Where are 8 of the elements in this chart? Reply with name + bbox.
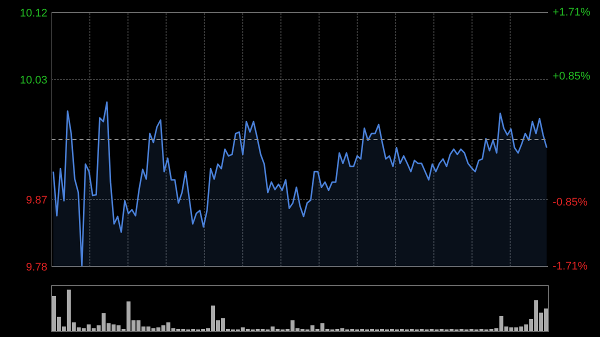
y-tick-label: 10.03 — [20, 74, 48, 87]
y2-tick-label: +0.85% — [552, 70, 590, 82]
y-tick-label: 9.78 — [26, 262, 48, 274]
y-tick-label: 9.87 — [26, 194, 48, 206]
y2-tick-label: +1.71% — [552, 6, 590, 18]
y-tick-label: 10.12 — [20, 8, 48, 20]
y2-tick-label: -1.71% — [552, 260, 588, 272]
y2-tick-label: -0.85% — [552, 196, 588, 209]
